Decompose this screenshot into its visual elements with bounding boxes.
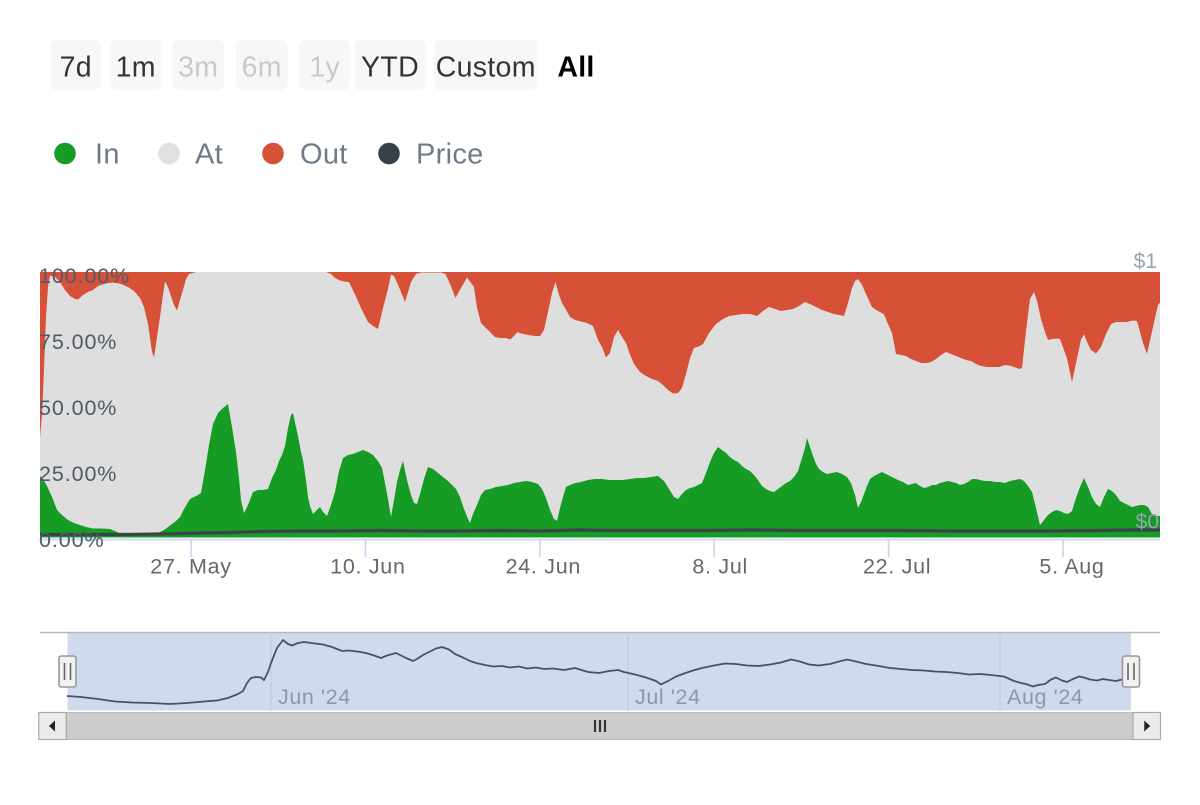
svg-text:8. Jul: 8. Jul <box>692 555 748 579</box>
svg-text:5. Aug: 5. Aug <box>1039 555 1104 579</box>
svg-text:Custom: Custom <box>436 51 536 83</box>
svg-text:0.00%: 0.00% <box>39 528 104 552</box>
svg-text:75.00%: 75.00% <box>39 330 117 354</box>
svg-text:$1: $1 <box>1134 250 1157 273</box>
svg-text:1m: 1m <box>116 51 156 83</box>
svg-text:27. May: 27. May <box>150 555 231 579</box>
svg-text:At: At <box>195 139 223 171</box>
svg-text:24. Jun: 24. Jun <box>506 555 581 579</box>
svg-text:In: In <box>95 139 120 171</box>
svg-text:50.00%: 50.00% <box>39 396 117 420</box>
svg-text:10. Jun: 10. Jun <box>330 555 405 579</box>
svg-text:YTD: YTD <box>361 51 419 83</box>
svg-text:25.00%: 25.00% <box>39 462 117 486</box>
svg-text:$0: $0 <box>1136 511 1159 534</box>
svg-text:Price: Price <box>416 139 484 171</box>
svg-text:Aug '24: Aug '24 <box>1007 685 1083 709</box>
svg-text:6m: 6m <box>242 51 282 83</box>
svg-text:Jun '24: Jun '24 <box>278 685 351 709</box>
svg-text:7d: 7d <box>60 51 92 83</box>
svg-text:22. Jul: 22. Jul <box>863 555 931 579</box>
svg-text:Out: Out <box>300 139 348 171</box>
svg-text:All: All <box>557 51 594 83</box>
svg-text:3m: 3m <box>178 51 218 83</box>
svg-text:1y: 1y <box>309 51 340 83</box>
svg-text:Jul '24: Jul '24 <box>635 685 701 709</box>
svg-text:100.00%: 100.00% <box>39 264 130 288</box>
